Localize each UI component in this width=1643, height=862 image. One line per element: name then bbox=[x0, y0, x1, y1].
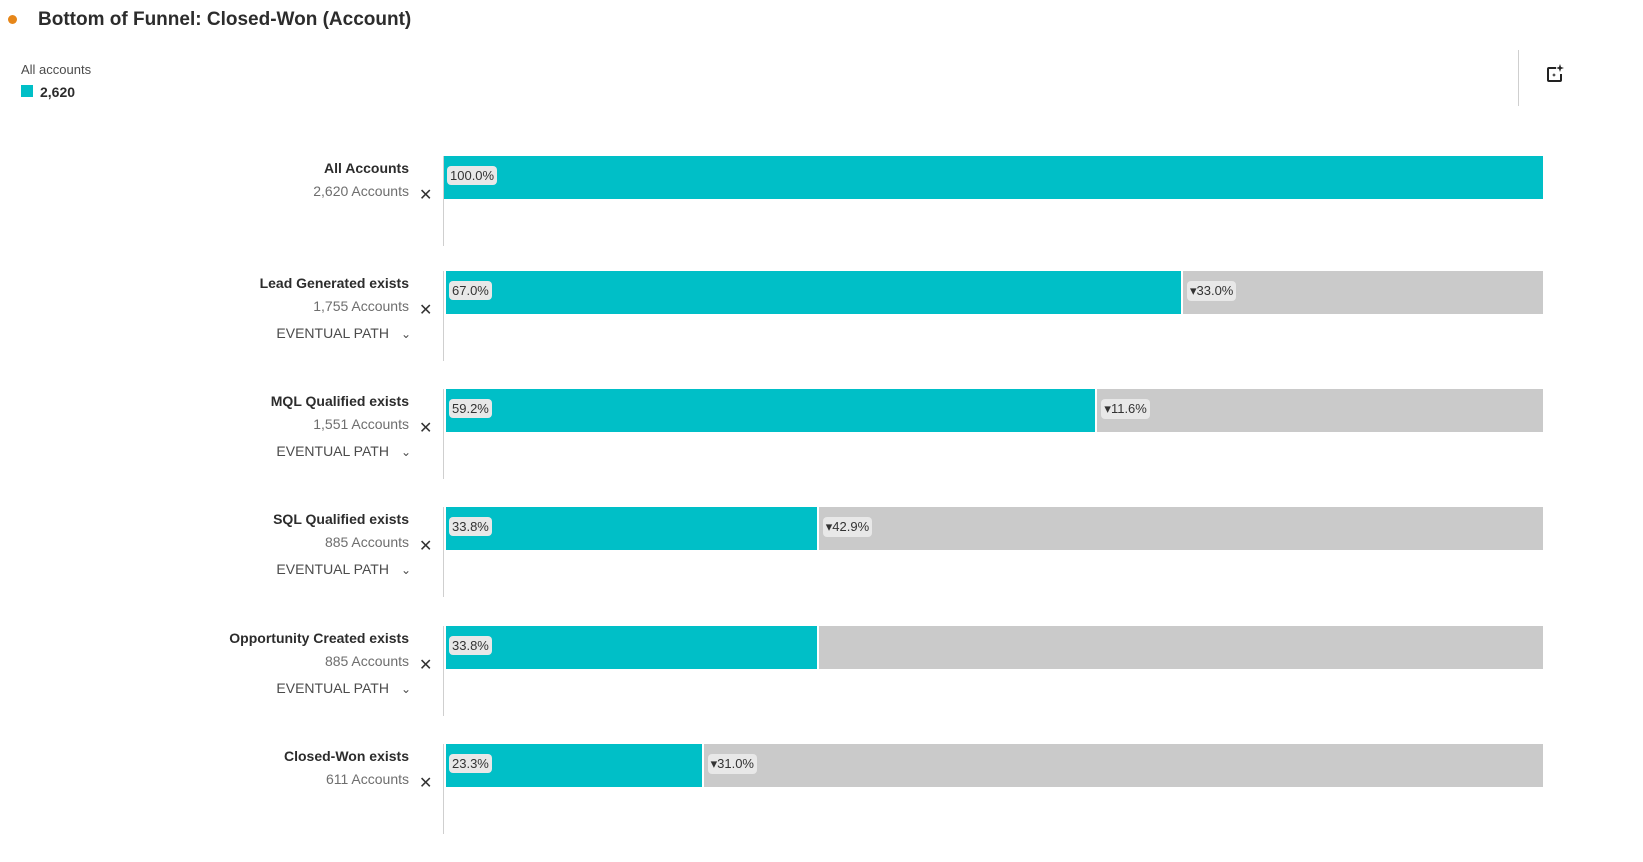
dropoff-bar[interactable] bbox=[818, 626, 1543, 669]
step-name: All Accounts bbox=[323, 160, 409, 176]
path-type-dropdown[interactable]: EVENTUAL PATH ⌄ bbox=[276, 443, 411, 459]
step-name: Closed-Won exists bbox=[284, 748, 409, 764]
percent-label: 67.0% bbox=[449, 281, 492, 300]
percent-label: 100.0% bbox=[447, 166, 498, 185]
page-title: Bottom of Funnel: Closed-Won (Account) bbox=[38, 9, 412, 30]
dropoff-label: ▾33.0% bbox=[1186, 281, 1237, 301]
retained-bar[interactable] bbox=[446, 626, 817, 669]
path-label: EVENTUAL PATH bbox=[276, 443, 389, 459]
step-name: Opportunity Created exists bbox=[229, 630, 409, 646]
path-type-dropdown[interactable]: EVENTUAL PATH ⌄ bbox=[276, 325, 411, 341]
dropoff-label: ▾11.6% bbox=[1101, 399, 1150, 419]
chevron-down-icon: ⌄ bbox=[400, 682, 411, 696]
percent-label: 23.3% bbox=[449, 754, 492, 773]
dropoff-label: ▾31.0% bbox=[707, 754, 757, 774]
retained-bar[interactable] bbox=[444, 156, 1543, 199]
axis-line bbox=[443, 744, 444, 834]
ai-insight-icon[interactable] bbox=[1545, 64, 1565, 84]
path-type-dropdown[interactable]: EVENTUAL PATH ⌄ bbox=[276, 680, 411, 696]
retained-bar[interactable] bbox=[446, 507, 817, 550]
remove-step-close-icon[interactable]: ✕ bbox=[419, 187, 433, 204]
funnel-step: Lead Generated exists 1,755 Accounts ✕ 6… bbox=[0, 271, 1643, 389]
axis-line bbox=[443, 156, 444, 246]
step-name: MQL Qualified exists bbox=[270, 393, 409, 409]
divider bbox=[1518, 50, 1519, 106]
chevron-down-icon: ⌄ bbox=[400, 327, 411, 341]
axis-line bbox=[443, 389, 444, 479]
chevron-down-icon: ⌄ bbox=[400, 563, 411, 577]
remove-step-close-icon[interactable]: ✕ bbox=[419, 657, 433, 674]
funnel-step: Opportunity Created exists 885 Accounts … bbox=[0, 626, 1643, 744]
status-dot bbox=[8, 15, 17, 24]
funnel-step: MQL Qualified exists 1,551 Accounts ✕ 59… bbox=[0, 389, 1643, 507]
axis-line bbox=[443, 271, 444, 361]
remove-step-close-icon[interactable]: ✕ bbox=[419, 775, 433, 792]
path-label: EVENTUAL PATH bbox=[276, 325, 389, 341]
funnel-step: SQL Qualified exists 885 Accounts ✕ 33.8… bbox=[0, 507, 1643, 625]
remove-step-close-icon[interactable]: ✕ bbox=[419, 420, 433, 437]
dropoff-bar[interactable] bbox=[703, 744, 1543, 787]
legend-label: All accounts bbox=[21, 62, 92, 77]
step-count: 1,551 Accounts bbox=[313, 416, 409, 432]
percent-label: 33.8% bbox=[449, 517, 492, 536]
step-name: Lead Generated exists bbox=[259, 275, 409, 291]
funnel-step: Closed-Won exists 611 Accounts ✕ 23.3% ▾3… bbox=[0, 744, 1643, 862]
step-count: 2,620 Accounts bbox=[313, 183, 409, 199]
path-type-dropdown[interactable]: EVENTUAL PATH ⌄ bbox=[276, 561, 411, 577]
step-name: SQL Qualified exists bbox=[273, 511, 409, 527]
percent-label: 59.2% bbox=[449, 399, 492, 418]
step-count: 1,755 Accounts bbox=[313, 298, 409, 314]
legend-value: 2,620 bbox=[40, 84, 76, 100]
legend-swatch bbox=[21, 85, 33, 97]
step-count: 885 Accounts bbox=[324, 653, 409, 669]
path-label: EVENTUAL PATH bbox=[276, 561, 389, 577]
step-count: 885 Accounts bbox=[324, 534, 409, 550]
path-label: EVENTUAL PATH bbox=[276, 680, 389, 696]
step-count: 611 Accounts bbox=[325, 771, 409, 787]
remove-step-close-icon[interactable]: ✕ bbox=[419, 302, 433, 319]
percent-label: 33.8% bbox=[449, 636, 492, 655]
remove-step-close-icon[interactable]: ✕ bbox=[419, 538, 433, 555]
dropoff-bar[interactable] bbox=[1182, 271, 1543, 314]
retained-bar[interactable] bbox=[446, 389, 1096, 432]
dropoff-bar[interactable] bbox=[818, 507, 1543, 550]
chevron-down-icon: ⌄ bbox=[400, 445, 411, 459]
retained-bar[interactable] bbox=[446, 271, 1181, 314]
dropoff-bar[interactable] bbox=[1097, 389, 1543, 432]
axis-line bbox=[443, 507, 444, 597]
axis-line bbox=[443, 626, 444, 716]
funnel-step: All Accounts 2,620 Accounts ✕ 100.0% bbox=[0, 156, 1643, 274]
dropoff-label: ▾42.9% bbox=[822, 517, 873, 537]
